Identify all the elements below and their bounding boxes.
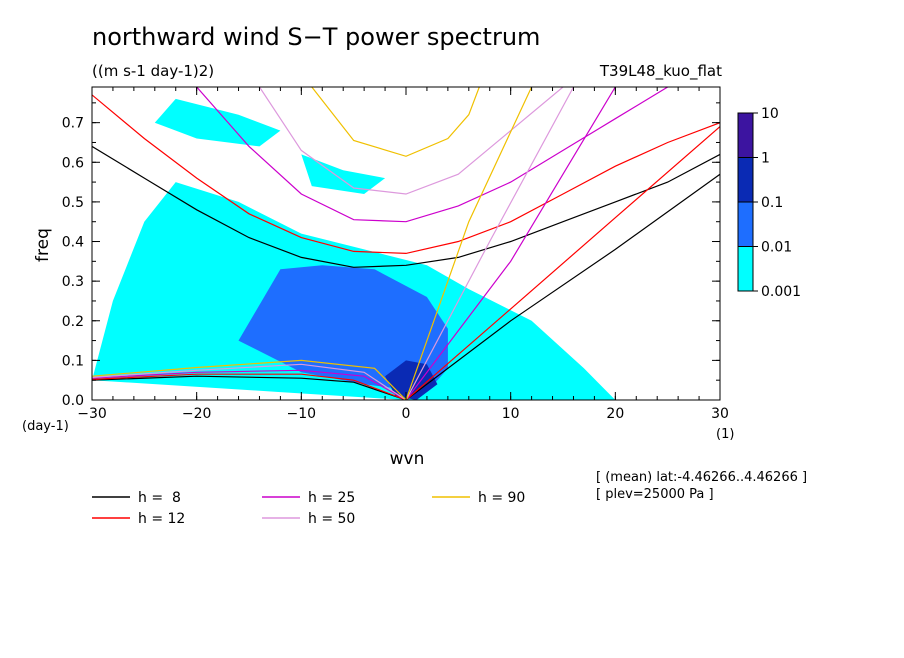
colorbar-segment: [737, 112, 754, 158]
legend-label: h = 12: [138, 511, 185, 527]
dispersion-curve: [405, 87, 616, 400]
colorbar: 0.001 0.01 0.1 1 10: [737, 106, 801, 300]
contour-region: [301, 154, 386, 194]
y-ticks: 0.0 0.1 0.2 0.3 0.4 0.5 0.6 0.7: [62, 102, 720, 409]
dispersion-curve: [196, 87, 669, 223]
colorbar-segment: [737, 246, 754, 292]
y-tick-label: 0.7: [62, 116, 84, 132]
colorbar-label: 1: [761, 151, 770, 167]
x-tick-label: −20: [182, 406, 212, 422]
colorbar-label: 0.01: [761, 240, 792, 256]
plot-area: −30 −20 −10 0 10 20 30 0.00.10.20.30.40.50.60.…: [62, 86, 729, 422]
run-label: T39L48_kuo_flat: [599, 62, 722, 81]
colorbar-label: 0.001: [761, 284, 801, 300]
dispersion-curve: [92, 145, 720, 268]
legend-label: h = 50: [308, 511, 355, 527]
y-tick-label: 0.4: [62, 235, 84, 251]
dispersion-legend: h = 8 h = 12 h = 25 h = 50 h = 90: [92, 490, 525, 527]
x-tick-label: −10: [287, 406, 317, 422]
dispersion-curve: [92, 373, 407, 400]
y-tick-label: 0.2: [62, 314, 84, 330]
mean-annotation: [ (mean) lat:-4.46266..4.46266 ]: [596, 470, 807, 485]
dispersion-curve: [92, 369, 407, 400]
contour-region: [238, 265, 448, 393]
dispersion-curve: [92, 375, 407, 400]
dispersion-curves: [92, 87, 720, 400]
y-tick-label: 0.5: [62, 195, 84, 211]
colorbar-segment: [737, 157, 754, 203]
chart-title: northward wind S−T power spectrum: [92, 23, 540, 51]
colorbar-label: 10: [761, 106, 779, 122]
colorbar-label: 0.1: [761, 195, 783, 211]
legend-label: h = 25: [308, 490, 355, 506]
colorbar-segment: [737, 201, 754, 247]
dispersion-curve: [405, 173, 720, 400]
dispersion-curve: [405, 87, 533, 400]
x-axis-label: wvn: [390, 449, 425, 469]
x-ticks: −30 −20 −10 0 10 20 30: [77, 87, 729, 422]
x-tick-label: 0: [402, 406, 411, 422]
x-tick-label: 10: [502, 406, 520, 422]
y-unit-label: (day-1): [22, 419, 69, 434]
dispersion-curve: [92, 359, 407, 400]
contour-region: [154, 98, 281, 147]
x-tick-label: 20: [606, 406, 624, 422]
legend-label: h = 8: [138, 490, 181, 506]
dispersion-curve: [92, 363, 407, 400]
chart-subtitle: ((m s-1 day-1)2): [92, 62, 214, 80]
y-tick-label: 0.6: [62, 155, 84, 171]
dispersion-curve: [405, 87, 575, 400]
y-tick-label: 0.0: [62, 393, 84, 409]
y-tick-label: 0.3: [62, 274, 84, 290]
x-unit-label: (1): [716, 427, 734, 442]
dispersion-curve: [311, 87, 480, 157]
dispersion-curve: [92, 94, 720, 255]
contour-region: [385, 360, 438, 400]
y-tick-label: 0.1: [62, 353, 84, 369]
y-axis-label: freq: [33, 228, 53, 262]
plev-annotation: [ plev=25000 Pa ]: [596, 487, 714, 502]
dispersion-curve: [405, 126, 720, 400]
legend-label: h = 90: [478, 490, 525, 506]
contour-regions: [92, 98, 616, 400]
x-tick-label: −30: [77, 406, 107, 422]
x-tick-label: 30: [711, 406, 729, 422]
